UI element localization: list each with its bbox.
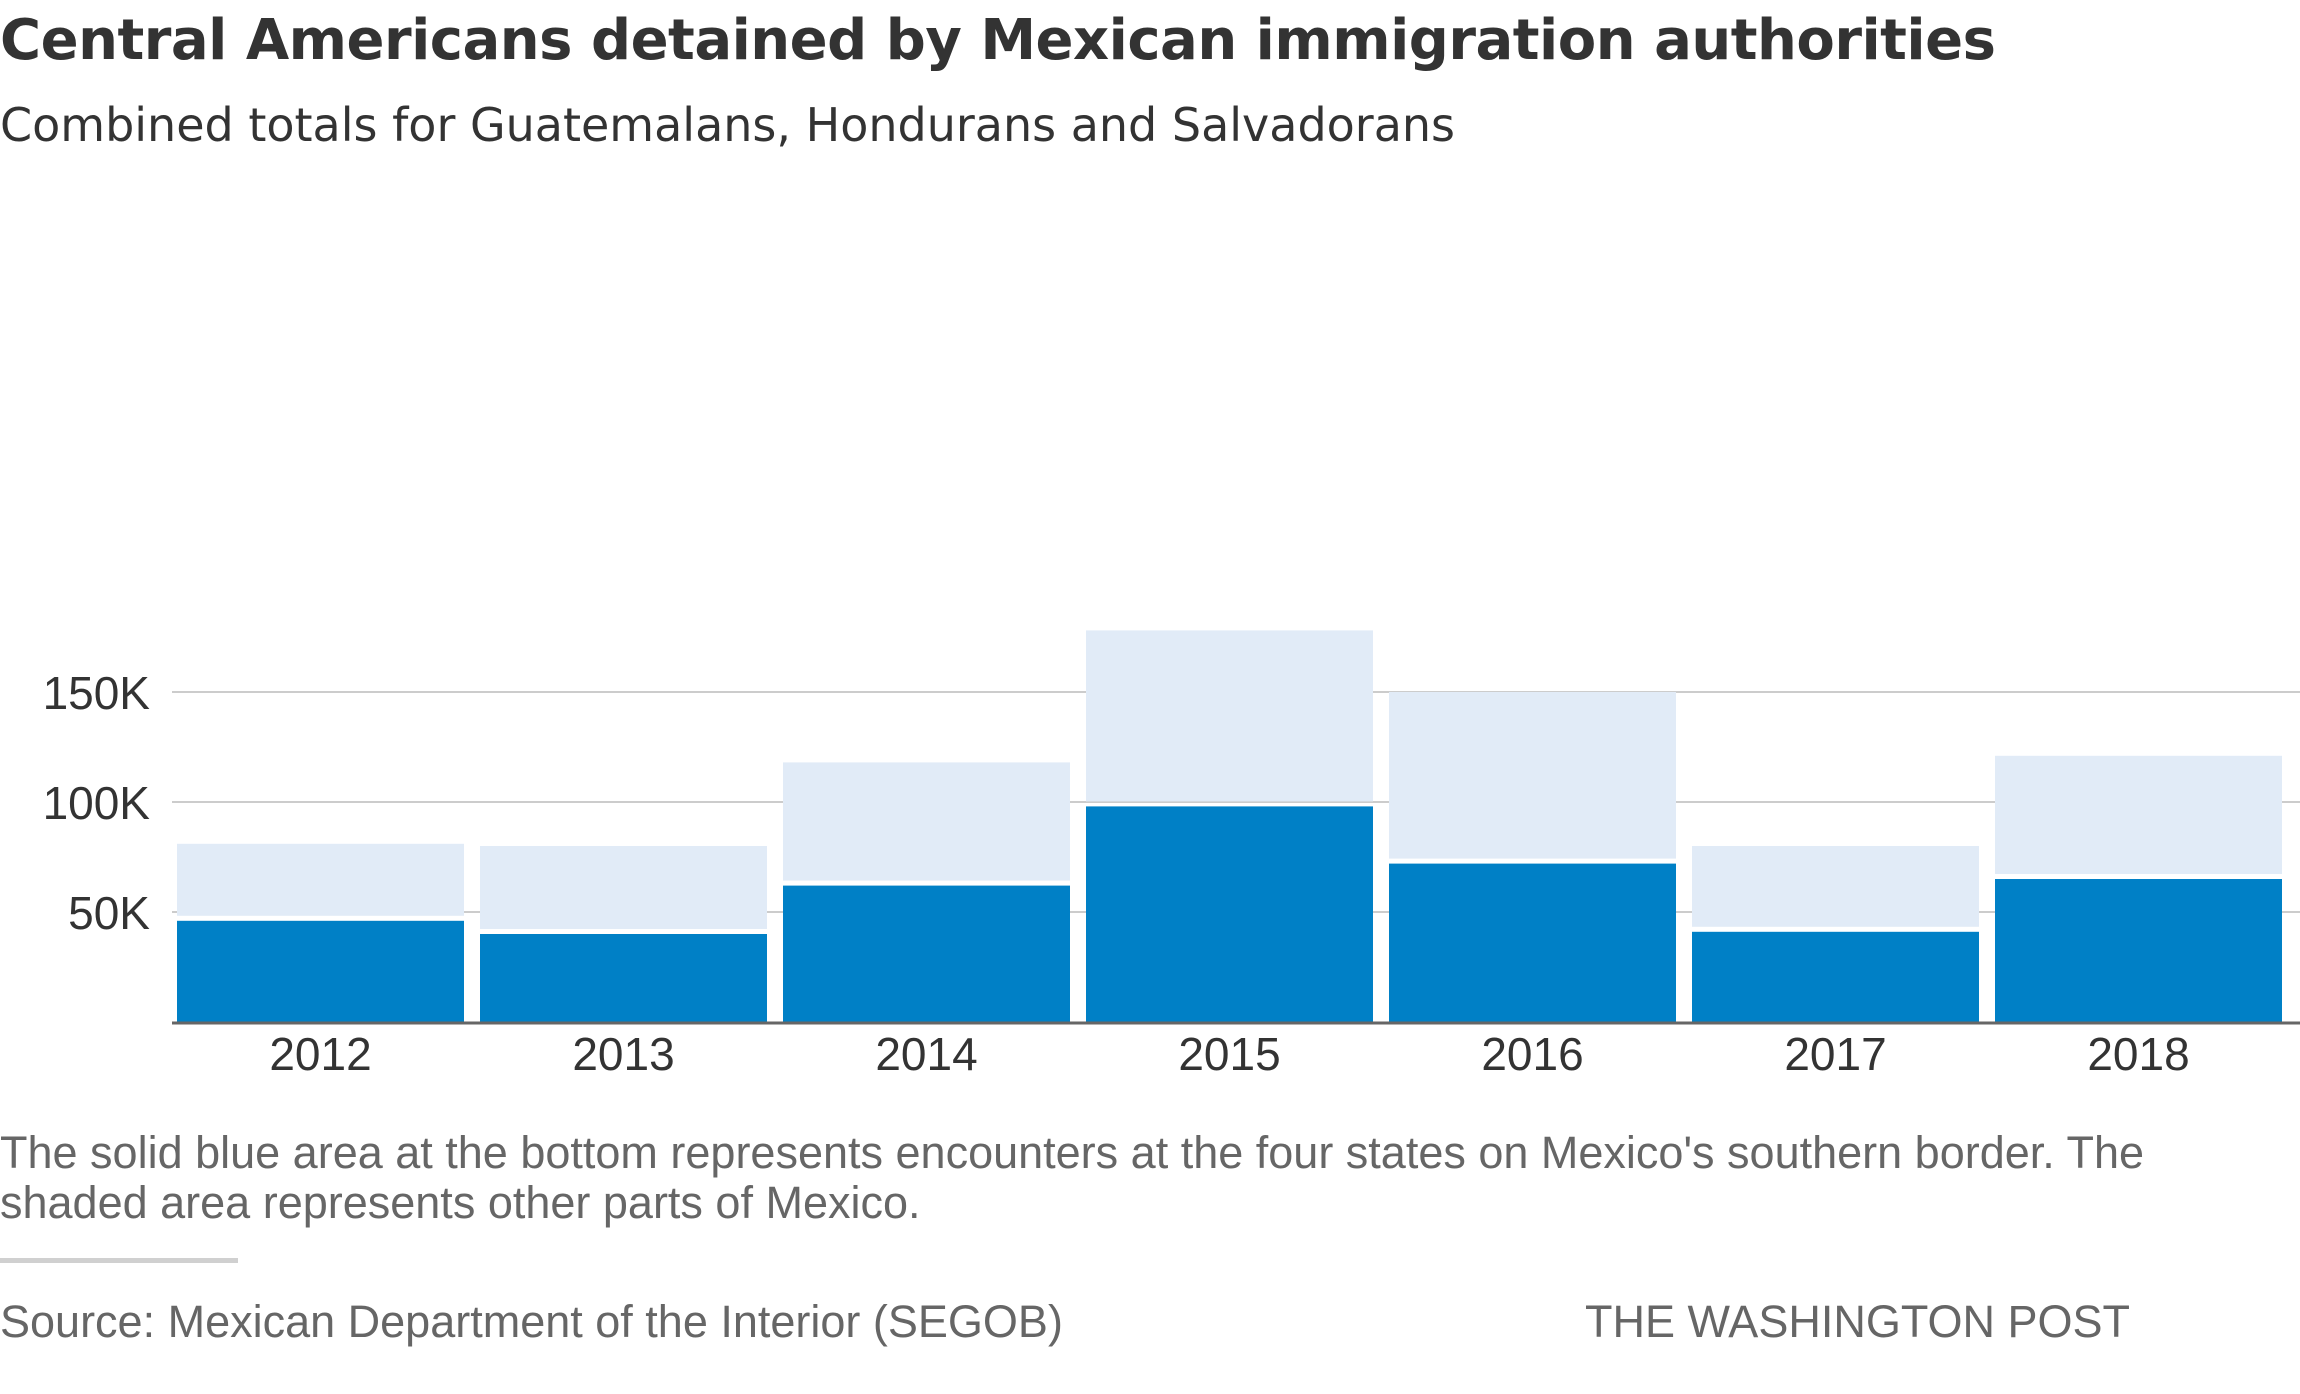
x-tick-label: 2016 [1481,1028,1583,1080]
bar-other-parts-2016 [1389,692,1676,859]
y-axis-tick-labels: 50K 100K 150K [43,667,151,939]
y-tick-label: 100K [43,777,151,829]
bar-southern-border-2014 [783,885,1070,1022]
y-tick-label: 50K [68,887,150,939]
x-tick-label: 2015 [1178,1028,1280,1080]
bar-other-parts-2017 [1692,846,1979,927]
bars [177,630,2282,1022]
bar-southern-border-2015 [1086,806,1373,1022]
bar-southern-border-2018 [1995,879,2282,1022]
chart-title: Central Americans detained by Mexican im… [0,8,1996,73]
bar-southern-border-2017 [1692,931,1979,1022]
x-tick-label: 2012 [269,1028,371,1080]
publisher-credit: THE WASHINGTON POST [1585,1296,2131,1347]
x-tick-label: 2013 [572,1028,674,1080]
bar-other-parts-2018 [1995,755,2282,874]
divider [0,1258,238,1263]
x-axis-tick-labels: 2012 2013 2014 2015 2016 2017 2018 [269,1028,2189,1080]
bar-other-parts-2014 [783,762,1070,881]
bar-southern-border-2016 [1389,863,1676,1022]
bar-other-parts-2013 [480,846,767,929]
y-tick-label: 150K [43,667,151,719]
bar-southern-border-2013 [480,934,767,1022]
stacked-bar-chart: 50K 100K 150K 2012 2013 2014 2015 2016 2017 2018 [43,630,2300,1080]
source-line: Source: Mexican Department of the Interi… [0,1296,1063,1347]
x-tick-label: 2017 [1784,1028,1886,1080]
x-tick-label: 2014 [875,1028,977,1080]
bar-southern-border-2012 [177,920,464,1022]
chart-note: The solid blue area at the bottom repres… [0,1127,2145,1228]
bar-other-parts-2015 [1086,630,1373,802]
x-tick-label: 2018 [2087,1028,2189,1080]
chart-subtitle: Combined totals for Guatemalans, Hondura… [0,98,1456,152]
bar-other-parts-2012 [177,843,464,916]
